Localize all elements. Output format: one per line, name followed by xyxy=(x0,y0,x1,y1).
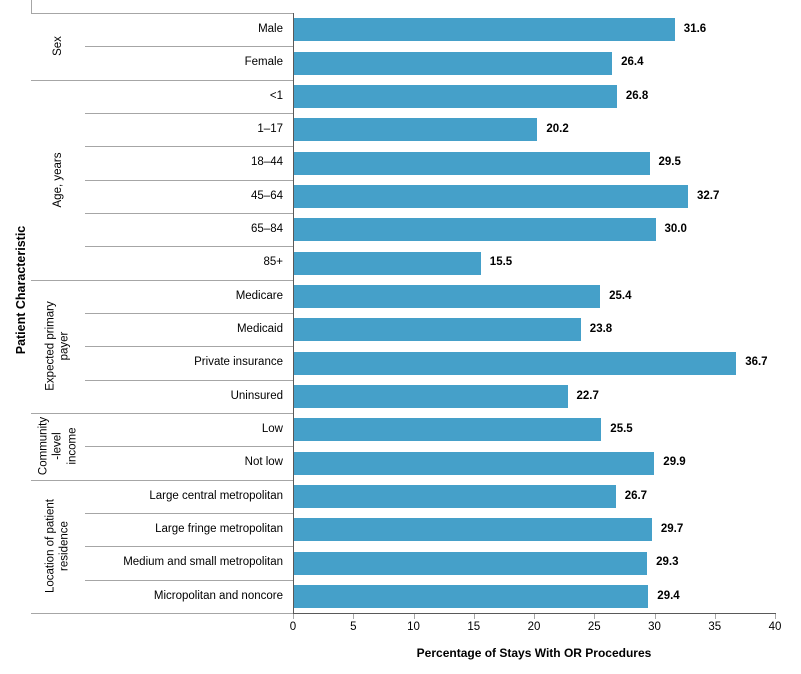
bar xyxy=(294,418,602,442)
bar-value-label: 25.4 xyxy=(609,289,632,302)
axis-tick xyxy=(413,614,415,619)
category-separator-line xyxy=(85,146,293,148)
category-label: Large fringe metropolitan xyxy=(155,523,283,535)
bar-value-label: 25.5 xyxy=(610,423,633,435)
bar-value-label: 26.4 xyxy=(621,56,644,69)
axis-tick xyxy=(714,614,716,619)
bar xyxy=(294,351,737,375)
category-axis-line xyxy=(293,13,294,614)
category-separator-line xyxy=(85,179,293,181)
bar xyxy=(294,84,617,108)
category-label: 65–84 xyxy=(251,223,283,235)
category-label: 1–17 xyxy=(257,123,283,135)
category-separator-line xyxy=(85,346,293,348)
category-label: Low xyxy=(261,423,283,435)
bar-value-label: 29.5 xyxy=(658,156,681,169)
axis-tick-label: 30 xyxy=(648,621,661,633)
bar-value-label: 15.5 xyxy=(489,256,513,269)
bar xyxy=(294,584,649,608)
bar xyxy=(294,218,656,242)
bar-value-label: 31.6 xyxy=(683,23,707,35)
category-separator-line xyxy=(85,246,293,248)
bar-value-label: 29.4 xyxy=(657,589,680,602)
category-label: Large central metropolitan xyxy=(149,489,283,502)
bar-value-label: 22.7 xyxy=(576,389,599,402)
category-label: <1 xyxy=(269,89,283,102)
category-label: Private insurance xyxy=(194,356,283,369)
axis-tick xyxy=(775,614,776,619)
category-label: 45–64 xyxy=(251,189,283,202)
group-separator-line xyxy=(31,13,293,14)
bar-value-label: 32.7 xyxy=(697,189,720,202)
axis-tick-label: 25 xyxy=(587,621,601,633)
bar-value-label: 26.8 xyxy=(625,89,649,102)
category-separator-line xyxy=(85,113,293,114)
label-area-top-line xyxy=(31,0,32,13)
category-separator-line xyxy=(85,46,293,48)
axis-tick xyxy=(534,614,535,619)
category-separator-line xyxy=(85,213,293,214)
axis-tick-label: 40 xyxy=(768,621,782,633)
category-separator-line xyxy=(85,546,293,548)
axis-tick-label: 5 xyxy=(350,621,357,633)
bar xyxy=(294,551,648,575)
axis-tick-label: 35 xyxy=(708,621,722,633)
bar xyxy=(294,384,568,408)
bar-value-label: 30.0 xyxy=(664,223,687,235)
bar xyxy=(294,284,601,308)
category-label: Male xyxy=(258,23,283,35)
category-label: Medicaid xyxy=(236,323,283,335)
y-axis-title: Patient Characteristic xyxy=(14,225,28,355)
axis-tick-label: 10 xyxy=(407,621,420,633)
bar-value-label: 26.7 xyxy=(624,489,648,502)
bar xyxy=(294,118,538,142)
category-label: Medium and small metropolitan xyxy=(123,556,283,569)
group-separator-line xyxy=(31,613,293,614)
axis-tick xyxy=(473,614,475,619)
group-separator-line xyxy=(31,79,293,81)
bar xyxy=(294,518,652,542)
value-axis-line xyxy=(293,613,776,614)
category-separator-line xyxy=(85,313,293,314)
axis-tick xyxy=(594,614,596,619)
axis-tick-label: 0 xyxy=(289,621,297,633)
bar xyxy=(294,318,581,342)
category-label: Female xyxy=(244,56,283,69)
bar xyxy=(294,184,688,208)
bar xyxy=(294,18,675,42)
category-label: Uninsured xyxy=(230,389,283,402)
group-separator-line xyxy=(31,413,293,414)
bar-value-label: 20.2 xyxy=(546,123,569,135)
bar-value-label: 23.8 xyxy=(589,323,613,335)
category-label: 85+ xyxy=(263,256,283,269)
category-label: Medicare xyxy=(235,289,283,302)
bar xyxy=(294,484,616,508)
group-separator-line xyxy=(31,479,293,481)
axis-tick-label: 15 xyxy=(467,621,481,633)
bar xyxy=(294,251,481,275)
axis-tick xyxy=(293,614,294,619)
axis-tick xyxy=(654,614,656,619)
category-label: Not low xyxy=(244,456,283,469)
category-label: 18–44 xyxy=(251,156,283,169)
category-separator-line xyxy=(85,379,293,381)
bar-value-label: 29.3 xyxy=(656,556,679,569)
bar-value-label: 29.9 xyxy=(663,456,686,469)
category-separator-line xyxy=(85,579,293,581)
x-axis-title: Percentage of Stays With OR Procedures xyxy=(416,646,652,660)
category-separator-line xyxy=(85,513,293,514)
bar xyxy=(294,451,655,475)
axis-tick-label: 20 xyxy=(527,621,541,633)
bar-value-label: 36.7 xyxy=(745,356,768,369)
group-separator-line xyxy=(31,279,293,281)
category-label: Micropolitan and noncore xyxy=(153,589,283,602)
bar-value-label: 29.7 xyxy=(660,523,684,535)
bar xyxy=(294,151,650,175)
bar xyxy=(294,51,613,75)
category-separator-line xyxy=(85,446,293,448)
axis-tick xyxy=(353,614,355,619)
